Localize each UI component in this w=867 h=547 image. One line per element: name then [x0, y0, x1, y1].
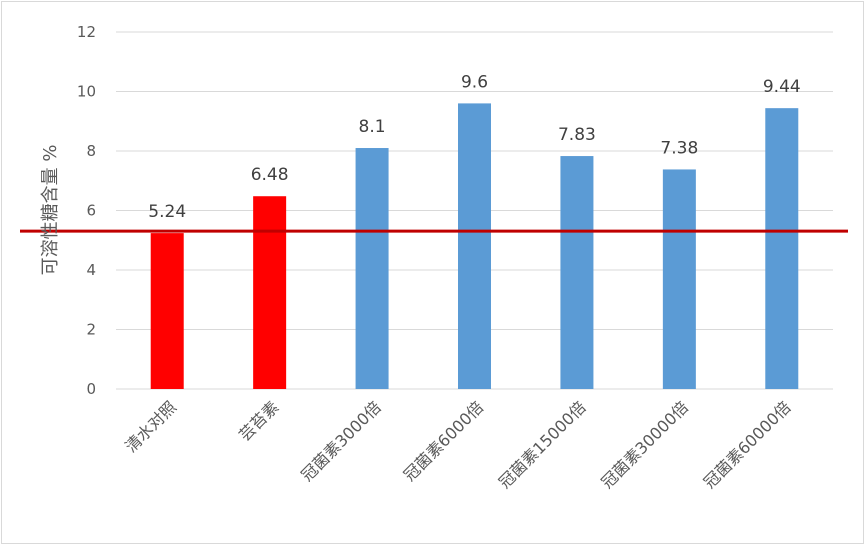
data-label: 9.44	[763, 77, 801, 97]
category-label: 冠菌素6000倍	[400, 397, 487, 484]
y-axis-label: 可溶性糖含量 %	[40, 145, 61, 276]
y-tick-label: 12	[77, 23, 96, 41]
y-tick-label: 8	[86, 142, 96, 160]
y-axis-tick-labels: 0 2 4 6 8 10 12	[77, 23, 96, 398]
bar	[355, 148, 389, 389]
category-label: 冠菌素15000倍	[495, 397, 590, 492]
category-label: 冠菌素30000倍	[597, 397, 692, 492]
bar	[458, 103, 491, 390]
data-label: 6.48	[251, 165, 289, 185]
y-tick-label: 4	[86, 261, 96, 279]
category-label: 清水对照	[121, 397, 180, 456]
y-tick-label: 10	[77, 83, 96, 101]
bar	[560, 156, 594, 389]
category-label: 冠菌素3000倍	[297, 397, 384, 484]
data-label: 7.83	[558, 125, 596, 145]
data-label: 8.1	[359, 117, 386, 137]
y-tick-label: 2	[86, 321, 96, 339]
bar	[662, 169, 696, 389]
bars	[150, 103, 799, 390]
data-label: 5.24	[148, 202, 186, 222]
y-tick-label: 6	[86, 202, 96, 220]
data-label: 9.6	[461, 72, 488, 92]
category-label: 芸苔素	[235, 397, 282, 444]
bar	[253, 196, 287, 389]
data-labels: 5.24 6.48 8.1 9.6 7.83 7.38 9.44	[148, 72, 800, 222]
category-labels: 清水对照 芸苔素 冠菌素3000倍 冠菌素6000倍 冠菌素15000倍 冠菌素30000…	[121, 397, 794, 492]
bar	[765, 108, 799, 389]
y-tick-label: 0	[86, 380, 96, 398]
data-label: 7.38	[660, 138, 698, 158]
bar	[150, 233, 184, 389]
category-label: 冠菌素60000倍	[700, 397, 795, 492]
